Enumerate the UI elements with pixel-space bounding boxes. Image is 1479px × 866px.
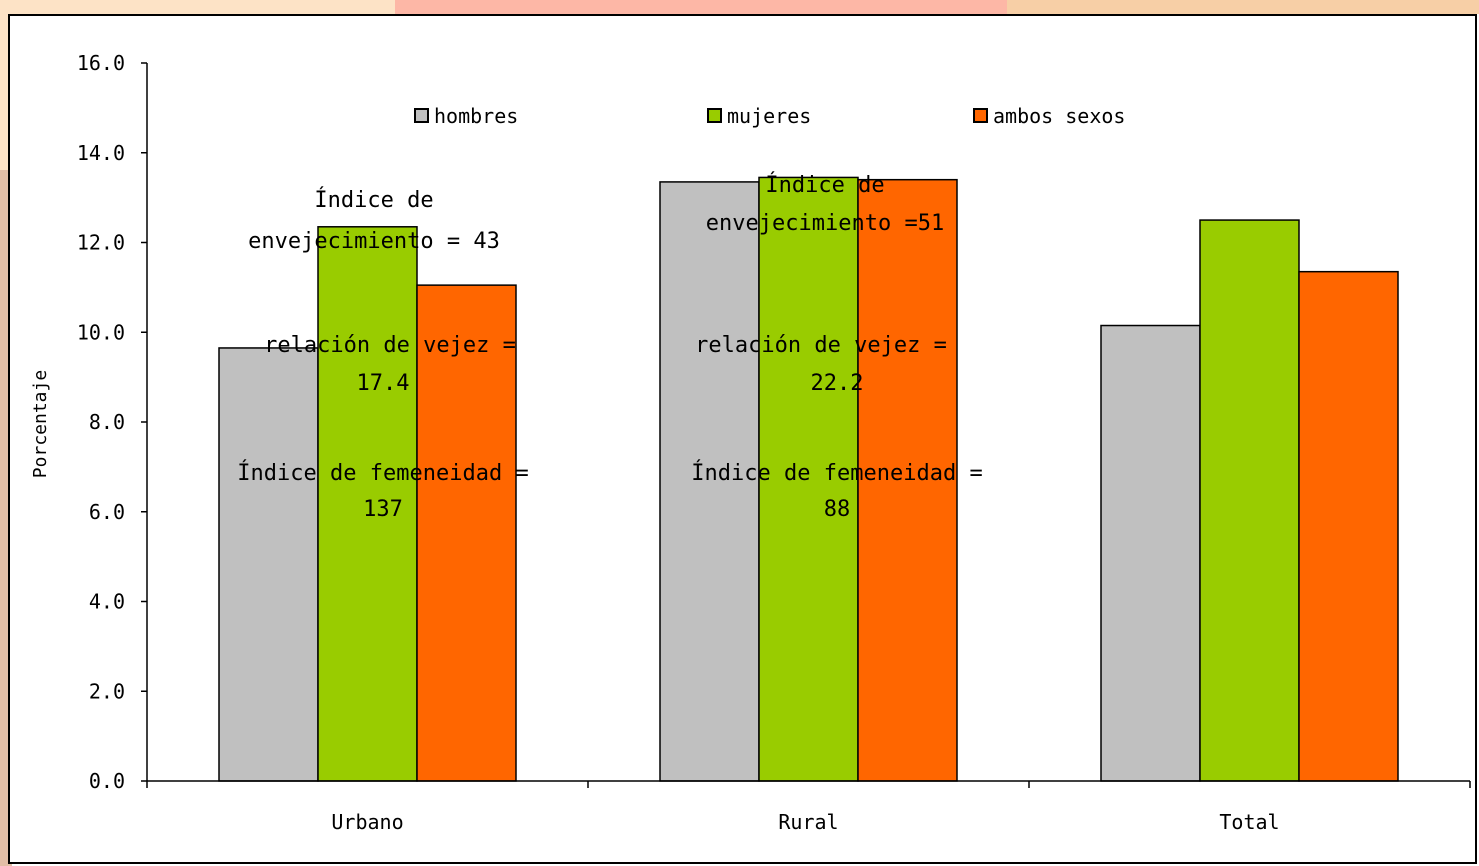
- x-tick-label: Total: [1219, 810, 1279, 834]
- urbano-femineidad-line2: 137: [363, 497, 403, 522]
- legend-label-mujeres: mujeres: [727, 104, 811, 128]
- bar-total-ambos-sexos: [1299, 272, 1398, 781]
- y-tick-label: 8.0: [89, 410, 125, 434]
- chart-frame: Porcentaje hombres mujeres ambos sexos 0…: [8, 14, 1477, 864]
- y-tick-label: 6.0: [89, 500, 125, 524]
- legend-swatch-hombres: [415, 109, 428, 122]
- background-strip-middle: [395, 0, 1007, 14]
- bar-urbano-hombres: [219, 348, 318, 781]
- rural-envejecimiento-line1: Índice de: [765, 172, 884, 198]
- rural-vejez-line2: 22.2: [811, 371, 864, 396]
- urbano-envejecimiento-line1: Índice de: [314, 187, 433, 213]
- rural-envejecimiento-line2: envejecimiento =51: [706, 211, 944, 236]
- y-axis-label: Porcentaje: [30, 370, 51, 478]
- bar-total-mujeres: [1200, 220, 1299, 781]
- x-tick-label: Rural: [778, 810, 838, 834]
- legend-label-hombres: hombres: [434, 104, 518, 128]
- background-strip-left: [0, 0, 395, 14]
- rural-femineidad-line2: 88: [824, 497, 851, 522]
- urbano-femineidad-line1: Índice de femeneidad =: [237, 460, 528, 486]
- x-tick-label: Urbano: [331, 810, 403, 834]
- legend-label-ambos-sexos: ambos sexos: [993, 104, 1125, 128]
- y-tick-label: 0.0: [89, 769, 125, 793]
- y-tick-label: 16.0: [77, 51, 125, 75]
- annotations: Índice de envejecimiento = 43 relación d…: [237, 172, 982, 522]
- y-tick-label: 2.0: [89, 679, 125, 703]
- legend-swatch-ambos-sexos: [974, 109, 987, 122]
- bar-total-hombres: [1101, 326, 1200, 781]
- legend-swatch-mujeres: [708, 109, 721, 122]
- urbano-vejez-line2: 17.4: [357, 371, 410, 396]
- legend: hombres mujeres ambos sexos: [415, 104, 1125, 128]
- y-tick-label: 12.0: [77, 231, 125, 255]
- rural-vejez-line1: relación de vejez =: [695, 333, 947, 358]
- rural-femineidad-line1: Índice de femeneidad =: [691, 460, 982, 486]
- bar-urbano-ambos-sexos: [417, 285, 516, 781]
- y-tick-label: 4.0: [89, 590, 125, 614]
- urbano-envejecimiento-line2: envejecimiento = 43: [248, 229, 500, 254]
- y-tick-label: 14.0: [77, 141, 125, 165]
- urbano-vejez-line1: relación de vejez =: [264, 333, 516, 358]
- y-tick-label: 10.0: [77, 320, 125, 344]
- bar-chart: Porcentaje hombres mujeres ambos sexos 0…: [10, 16, 1475, 862]
- background-strip-right: [1007, 0, 1479, 14]
